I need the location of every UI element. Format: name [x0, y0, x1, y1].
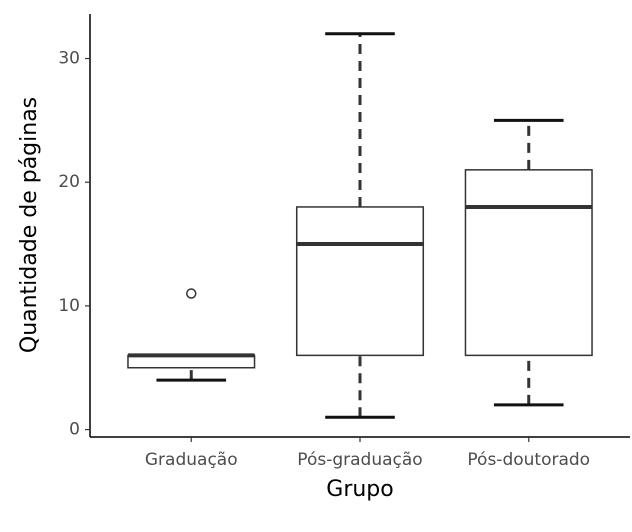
y-tick-label: 0 [69, 420, 80, 440]
y-tick-label: 10 [58, 296, 80, 316]
x-axis-title: Grupo [326, 477, 393, 502]
x-tick-label: Pós-graduação [297, 450, 422, 470]
x-tick-label: Pós-doutorado [467, 450, 590, 470]
outlier [186, 288, 197, 299]
y-tick-label: 20 [58, 172, 80, 192]
y-axis-title: Quantidade de páginas [17, 97, 42, 353]
y-tick-label: 30 [58, 49, 80, 69]
box [464, 169, 593, 357]
box [295, 206, 425, 357]
x-tick-label: Graduação [145, 450, 238, 470]
